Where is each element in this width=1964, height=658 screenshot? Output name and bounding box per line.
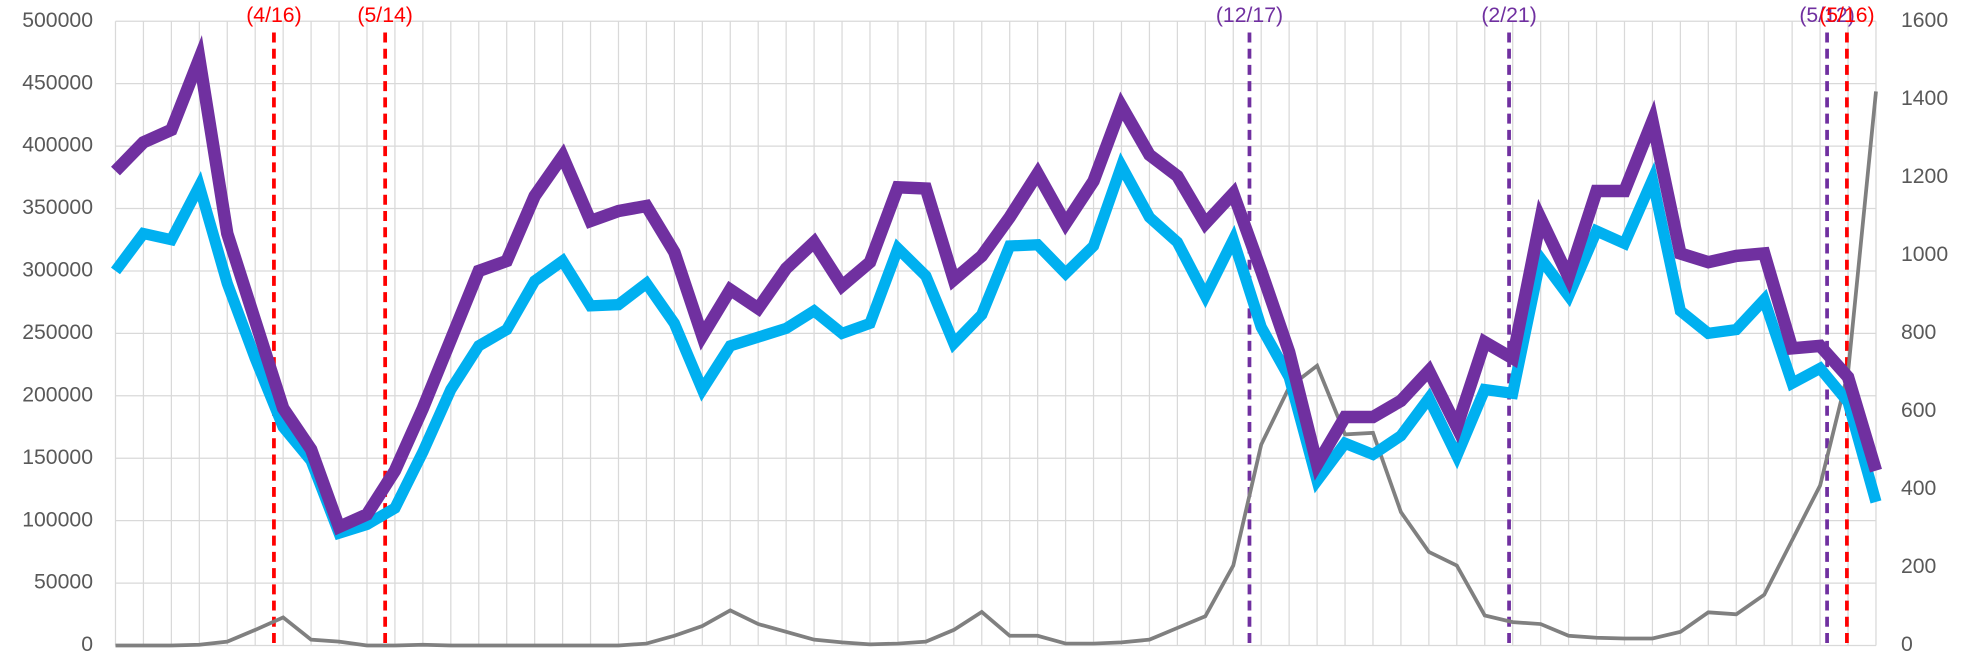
y-tick-label: 500000 xyxy=(22,9,93,32)
y2-tick-label: 800 xyxy=(1901,321,1936,344)
annotation-label: (5/16) xyxy=(1819,4,1874,27)
y2-tick-label: 1200 xyxy=(1901,165,1948,188)
y-tick-label: 300000 xyxy=(22,259,93,282)
y-tick-label: 0 xyxy=(81,633,93,656)
y-tick-label: 150000 xyxy=(22,446,93,469)
y-tick-label: 250000 xyxy=(22,321,93,344)
y-tick-label: 50000 xyxy=(34,571,93,594)
annotation-label: (5/12) xyxy=(1799,4,1854,27)
y-tick-label: 100000 xyxy=(22,508,93,531)
annotation-label: (4/16) xyxy=(246,4,301,27)
y-tick-label: 450000 xyxy=(22,71,93,94)
y2-tick-label: 600 xyxy=(1901,399,1936,422)
series-line xyxy=(115,91,1878,648)
y-tick-label: 400000 xyxy=(22,134,93,157)
y2-tick-label: 1600 xyxy=(1901,9,1948,32)
annotation-label: (2/21) xyxy=(1481,4,1536,27)
annotation-label: (5/14) xyxy=(357,4,412,27)
y2-tick-label: 1000 xyxy=(1901,243,1948,266)
y2-tick-label: 0 xyxy=(1901,633,1913,656)
y2-tick-label: 200 xyxy=(1901,555,1936,578)
y2-tick-label: 1400 xyxy=(1901,87,1948,110)
y-tick-label: 350000 xyxy=(22,196,93,219)
series-line xyxy=(111,35,1882,536)
series-line xyxy=(110,152,1882,541)
annotation-label: (12/17) xyxy=(1216,4,1283,27)
y2-tick-label: 400 xyxy=(1901,477,1936,500)
y-tick-label: 200000 xyxy=(22,383,93,406)
